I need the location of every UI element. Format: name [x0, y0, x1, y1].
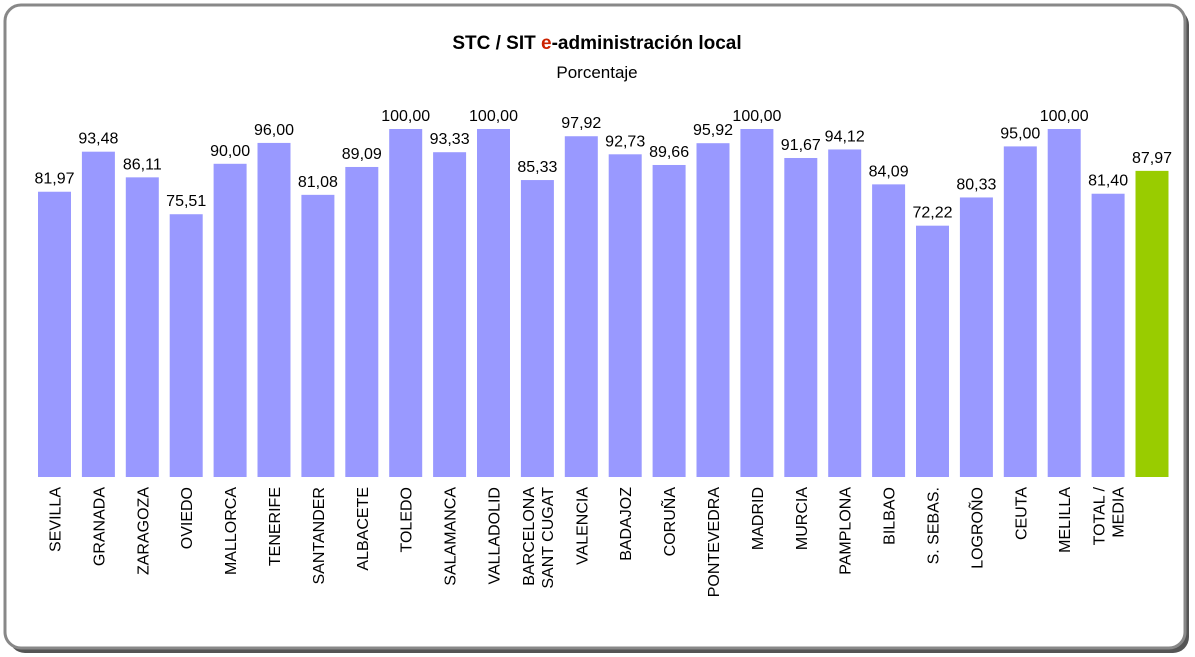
value-label: 81,97 — [34, 171, 74, 188]
x-tick-label: ALBACETE — [355, 487, 372, 571]
x-tick-label: TENERIFE — [267, 487, 284, 566]
bar — [740, 129, 774, 477]
value-label: 100,00 — [381, 108, 430, 125]
chart-title: STC / SIT e-administración local — [452, 33, 741, 54]
bar — [257, 142, 291, 478]
value-label: 100,00 — [469, 108, 518, 125]
bar — [564, 136, 598, 477]
value-label: 80,33 — [956, 176, 996, 193]
value-label: 93,33 — [430, 131, 470, 148]
x-tick-label: MURCIA — [794, 487, 811, 550]
x-tick-label: BADAJOZ — [618, 487, 635, 561]
value-label: 81,08 — [298, 174, 338, 191]
x-tick-label: LOGROÑO — [966, 487, 986, 569]
bar — [916, 225, 949, 477]
x-tick-label: CORUÑA — [659, 487, 679, 557]
value-label: 94,12 — [825, 128, 865, 145]
value-label: 81,40 — [1088, 173, 1128, 190]
bar — [301, 194, 335, 477]
title-part: -administración local — [552, 33, 742, 54]
x-tick-label: VALENCIA — [574, 487, 591, 565]
bar — [959, 197, 993, 477]
x-tick-label: TOTAL / MEDIA — [1092, 486, 1128, 545]
x-tick-label: PAMPLONA — [838, 487, 855, 575]
x-tick-label: ZARAGOZA — [135, 487, 152, 575]
bar — [213, 163, 247, 478]
title-part: STC / SIT — [452, 33, 541, 54]
bar — [696, 143, 730, 477]
bar — [520, 180, 554, 477]
x-tick-label: BARCELONA SANT CUGAT — [521, 487, 557, 589]
x-tick-label: GRANADA — [91, 487, 108, 566]
bar — [169, 214, 203, 477]
value-label: 93,48 — [78, 131, 118, 148]
value-label: 100,00 — [1040, 108, 1089, 125]
x-tick-label: SALAMANCA — [443, 487, 460, 586]
bar — [1047, 129, 1081, 477]
bar — [433, 152, 467, 477]
bar — [345, 166, 379, 477]
bar — [872, 184, 906, 477]
x-tick-label: MALLORCA — [223, 487, 240, 575]
chart-subtitle: Porcentaje — [556, 63, 637, 82]
x-tick-label: SEVILLA — [48, 487, 65, 552]
value-label: 100,00 — [732, 108, 781, 125]
x-tick-label: PONTEVEDRA — [706, 487, 723, 598]
title-part: e — [541, 33, 552, 54]
value-label: 91,67 — [781, 137, 821, 154]
bar — [477, 129, 510, 477]
value-label: 90,00 — [210, 143, 250, 160]
bar — [1003, 146, 1037, 477]
value-label: 86,11 — [123, 156, 162, 173]
value-label: 85,33 — [517, 159, 557, 176]
value-label: 72,22 — [912, 205, 952, 222]
bar — [784, 157, 818, 477]
x-tick-label: VALLADOLID — [487, 487, 504, 585]
x-tick-label: TOLEDO — [399, 487, 416, 553]
bar — [652, 164, 686, 477]
bar — [828, 149, 862, 477]
bar — [1135, 170, 1169, 478]
value-label: 95,92 — [693, 122, 733, 139]
value-label: 87,97 — [1132, 150, 1172, 167]
x-tick-label: OVIEDO — [179, 487, 196, 549]
x-tick-label: MELILLA — [1057, 487, 1074, 553]
value-label: 89,66 — [649, 144, 689, 161]
bar — [81, 151, 115, 477]
x-tick-label: MADRID — [750, 487, 767, 550]
x-tick-label: SANTANDER — [311, 487, 328, 585]
x-tick-label: S. SEBAS. — [926, 487, 943, 564]
value-label: 89,09 — [342, 146, 382, 163]
bar — [38, 191, 71, 478]
bar — [125, 177, 159, 477]
value-label: 92,73 — [605, 133, 645, 150]
x-tick-label: BILBAO — [882, 487, 899, 545]
value-label: 97,92 — [561, 115, 601, 132]
bar — [1091, 193, 1125, 477]
value-label: 84,09 — [869, 163, 909, 180]
value-label: 95,00 — [1000, 125, 1040, 142]
value-label: 75,51 — [166, 193, 206, 210]
x-tick-label: CEUTA — [1013, 487, 1030, 540]
bar — [389, 129, 423, 477]
bar — [608, 154, 642, 477]
value-label: 96,00 — [254, 122, 294, 139]
